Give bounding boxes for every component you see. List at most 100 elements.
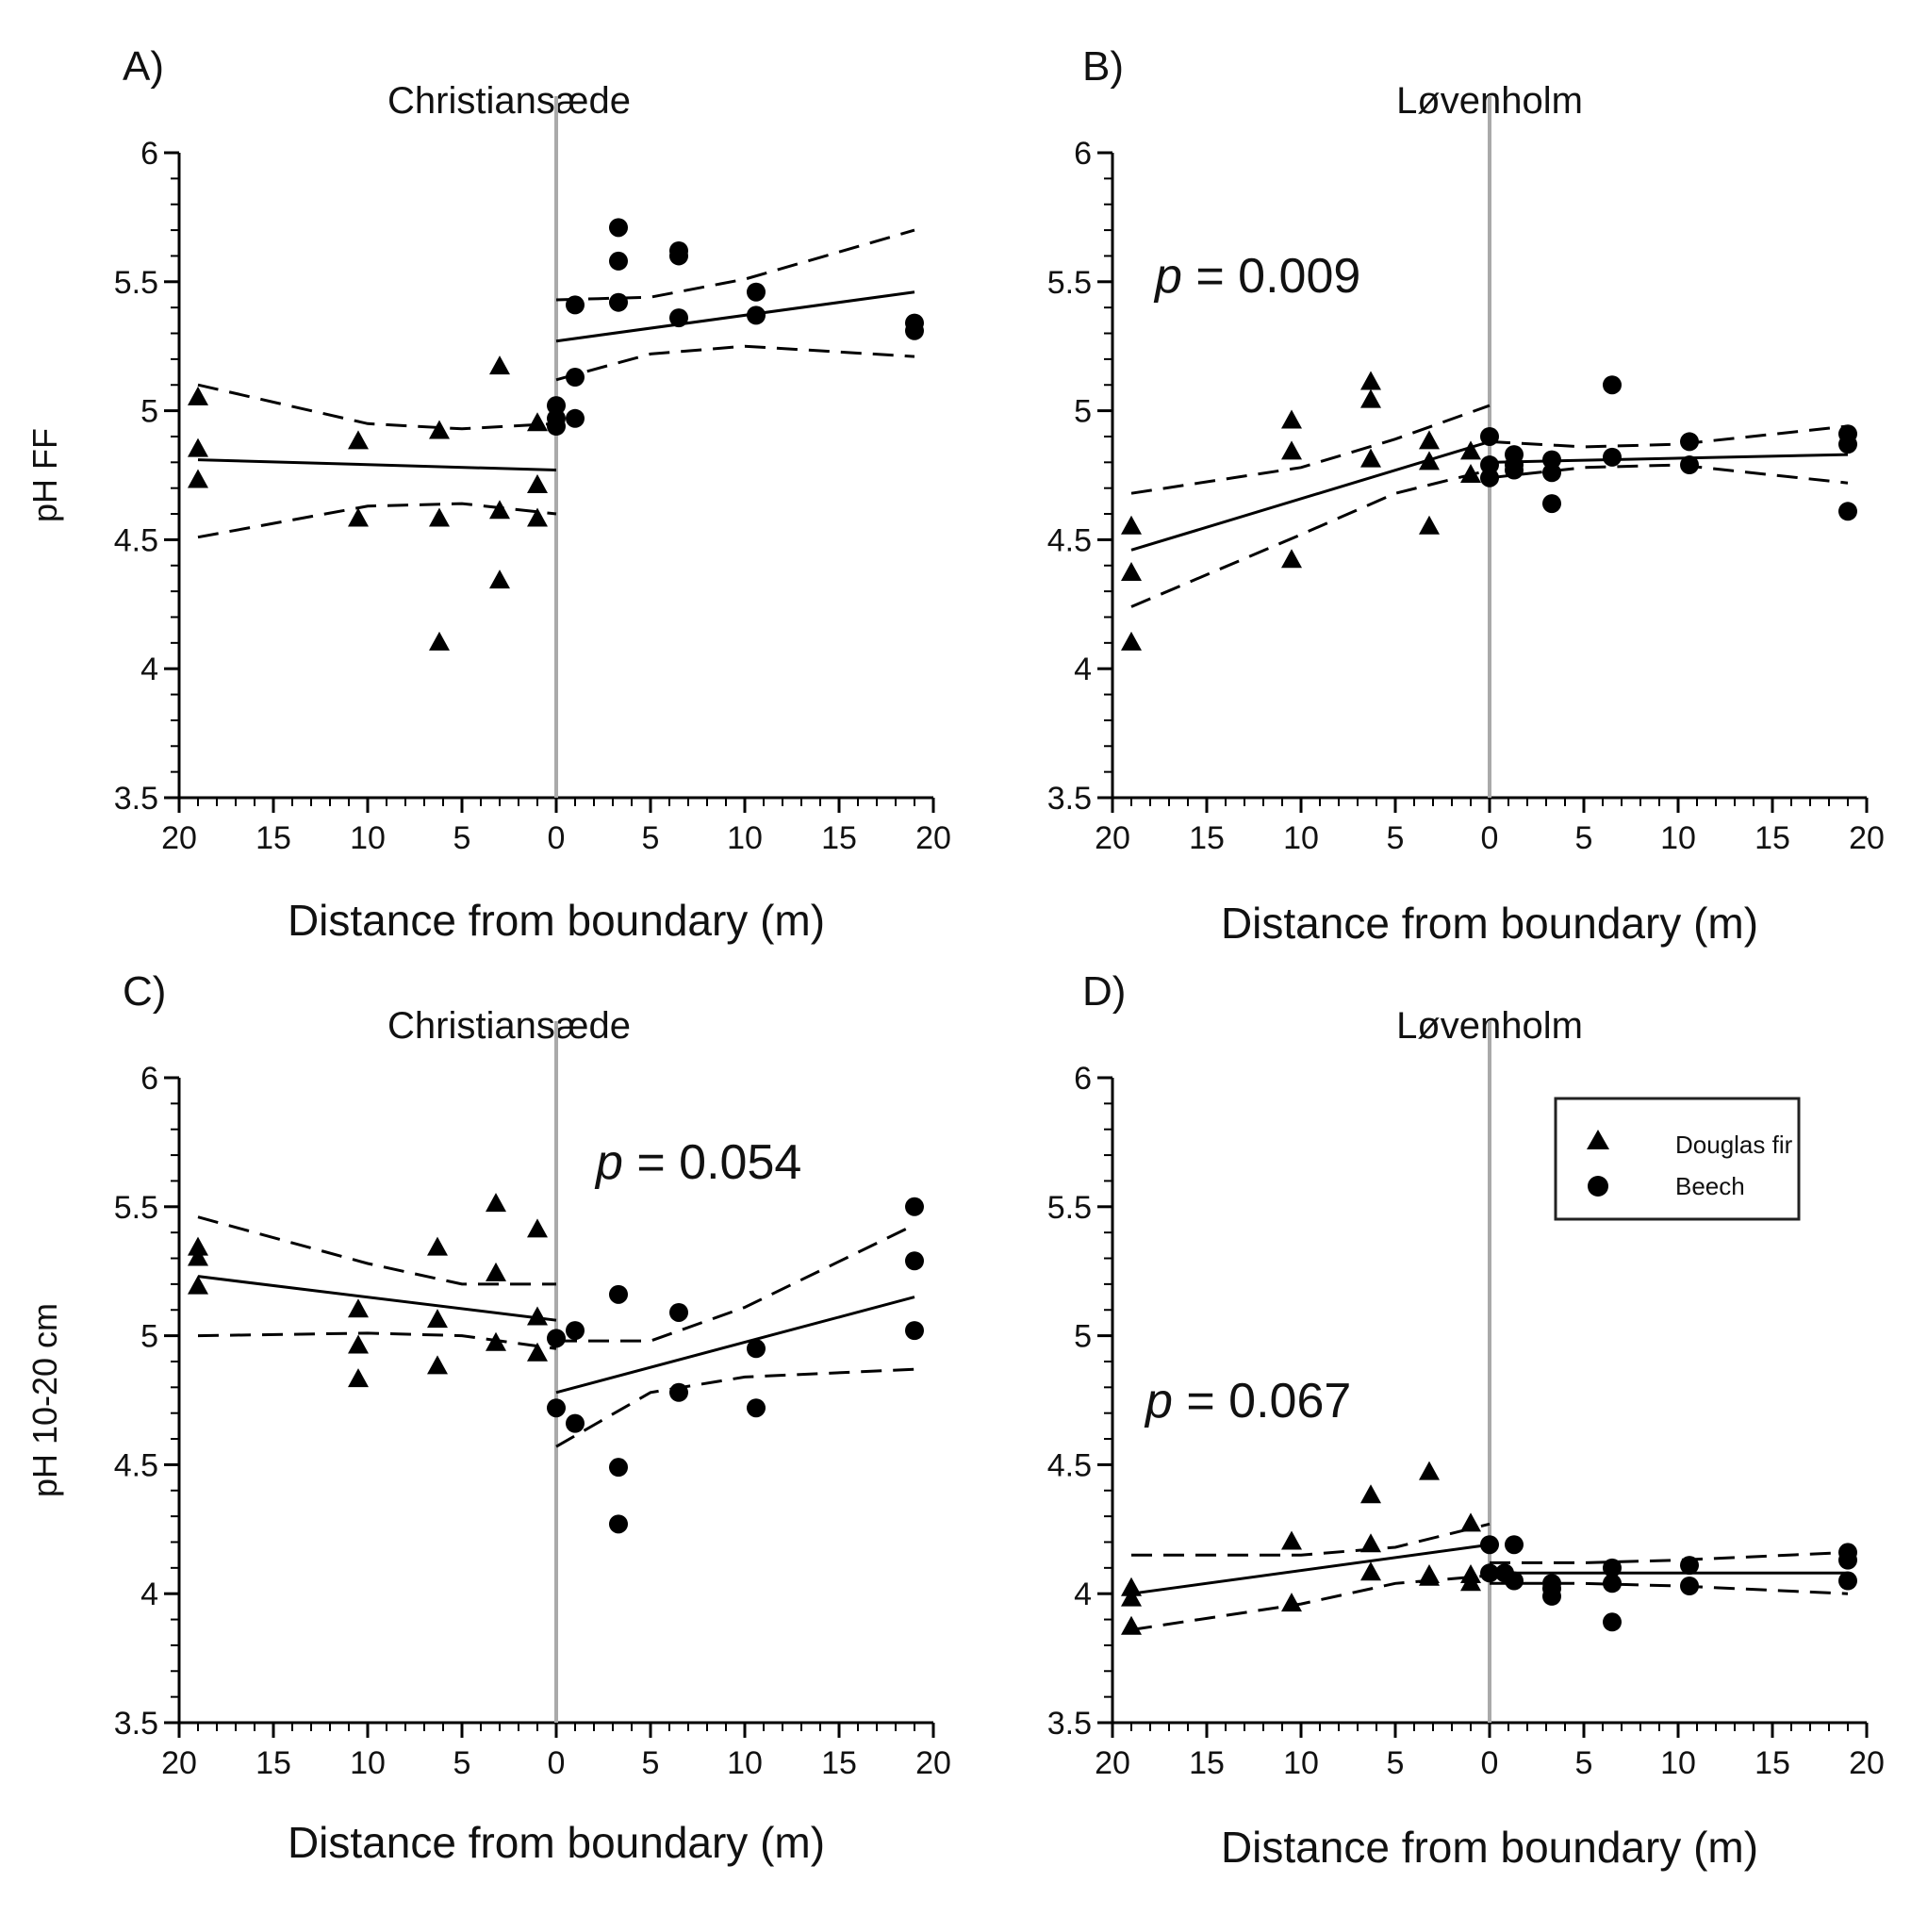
ci-lower-right — [555, 1367, 915, 1448]
beech-point — [609, 251, 628, 271]
y-tick-label: 4 — [140, 652, 158, 687]
douglas-fir-point — [1281, 549, 1302, 569]
y-tick-label: 5 — [1074, 394, 1092, 430]
douglas-fir-point — [1281, 1530, 1302, 1550]
panel-label: D) — [1082, 968, 1126, 1015]
beech-point — [747, 282, 766, 302]
y-tick-label: 3.5 — [1047, 781, 1092, 817]
panel-label: C) — [123, 968, 166, 1015]
x-tick-label: 20 — [1849, 1745, 1885, 1781]
douglas-fir-point — [489, 355, 510, 375]
p-value-text: = 0.009 — [1182, 249, 1360, 304]
legend: Douglas fir Beech — [1554, 1097, 1801, 1221]
x-axis-title: Distance from boundary (m) — [1221, 1823, 1758, 1872]
beech-point — [1480, 1563, 1499, 1583]
douglas-fir-point — [1360, 448, 1381, 468]
beech-point — [609, 218, 628, 238]
x-tick-label: 15 — [255, 820, 291, 856]
beech-point — [1603, 375, 1622, 395]
fit-line-right — [555, 1296, 915, 1395]
douglas-fir-point — [527, 1306, 548, 1326]
beech-point — [1603, 1612, 1622, 1632]
douglas-fir-point — [1460, 440, 1481, 460]
legend-douglas-marker — [1587, 1130, 1609, 1149]
x-tick-label: 5 — [1387, 820, 1405, 856]
p-value-text: = 0.054 — [623, 1135, 801, 1190]
ci-upper-left — [1131, 1522, 1491, 1557]
douglas-fir-point — [1121, 631, 1142, 651]
y-tick-label: 3.5 — [114, 1706, 158, 1742]
fit-line-left — [197, 458, 557, 472]
beech-point — [566, 368, 585, 388]
p-value-annotation: p = 0.009 — [1153, 249, 1360, 304]
beech-point — [747, 1398, 766, 1418]
beech-point — [1680, 1576, 1699, 1595]
beech-point — [905, 1321, 924, 1341]
beech-point — [1542, 463, 1561, 483]
beech-point — [669, 1382, 688, 1402]
beech-point — [609, 1458, 628, 1478]
site-title: Christiansæde — [387, 1005, 631, 1047]
douglas-fir-point — [348, 430, 369, 450]
x-axis-title: Distance from boundary (m) — [288, 1818, 825, 1867]
ci-lower-right — [555, 344, 915, 382]
x-tick-label: 20 — [161, 1745, 197, 1781]
beech-point — [905, 321, 924, 340]
douglas-fir-point — [489, 570, 510, 589]
fit-line-right — [555, 290, 915, 343]
x-tick-label: 10 — [1283, 1745, 1319, 1781]
y-tick-label: 4.5 — [114, 1447, 158, 1483]
douglas-fir-point — [489, 500, 510, 520]
x-tick-label: 10 — [727, 820, 763, 856]
douglas-fir-point — [1281, 440, 1302, 460]
site-title: Christiansæde — [387, 80, 631, 122]
p-value-annotation: p = 0.054 — [594, 1135, 801, 1190]
beech-point — [1480, 426, 1499, 446]
legend-douglas-label: Douglas fir — [1675, 1131, 1793, 1159]
y-tick-label: 3.5 — [114, 781, 158, 817]
douglas-fir-point — [527, 1218, 548, 1238]
douglas-fir-point — [1121, 1615, 1142, 1635]
beech-point — [1680, 432, 1699, 452]
x-tick-label: 5 — [642, 820, 660, 856]
legend-beech-label: Beech — [1675, 1172, 1745, 1200]
douglas-fir-point — [348, 507, 369, 527]
douglas-fir-point — [1419, 1461, 1440, 1480]
y-tick-label: 5.5 — [114, 1190, 158, 1226]
y-tick-label: 6 — [1074, 136, 1092, 172]
beech-point — [1542, 494, 1561, 514]
douglas-fir-point — [1281, 1593, 1302, 1612]
x-tick-label: 15 — [255, 1745, 291, 1781]
panels: A) Christiansæde 3.5 4 4.5 5 5.5 6 20 15 10 5 0 5 10 15… — [25, 43, 1885, 1872]
x-tick-label: 15 — [1189, 820, 1225, 856]
fit-line-left — [197, 1275, 557, 1322]
y-tick-label: 5.5 — [114, 265, 158, 301]
p-symbol: p — [594, 1135, 623, 1190]
beech-point — [1838, 1550, 1857, 1570]
x-tick-label: 5 — [1387, 1745, 1405, 1781]
x-tick-label: 0 — [548, 820, 566, 856]
x-tick-label: 20 — [161, 820, 197, 856]
p-value-annotation: p = 0.067 — [1144, 1374, 1351, 1428]
beech-point — [609, 1284, 628, 1304]
beech-point — [566, 1321, 585, 1341]
douglas-fir-point — [527, 507, 548, 527]
x-axis-title: Distance from boundary (m) — [288, 896, 825, 945]
y-tick-label: 4.5 — [1047, 522, 1092, 558]
beech-point — [905, 1197, 924, 1216]
y-tick-label: 4.5 — [1047, 1447, 1092, 1483]
y-tick-label: 6 — [140, 1061, 158, 1097]
x-axis-title: Distance from boundary (m) — [1221, 899, 1758, 948]
douglas-fir-point — [429, 507, 450, 527]
y-tick-label: 6 — [140, 136, 158, 172]
y-axis-title: pH FF — [25, 428, 64, 522]
x-tick-label: 5 — [1575, 1745, 1593, 1781]
douglas-fir-point — [1360, 1484, 1381, 1504]
beech-point — [547, 417, 566, 437]
douglas-fir-point — [1121, 561, 1142, 581]
douglas-fir-point — [1281, 409, 1302, 429]
beech-point — [547, 1398, 566, 1418]
douglas-fir-point — [1360, 388, 1381, 408]
douglas-fir-point — [427, 1236, 448, 1256]
